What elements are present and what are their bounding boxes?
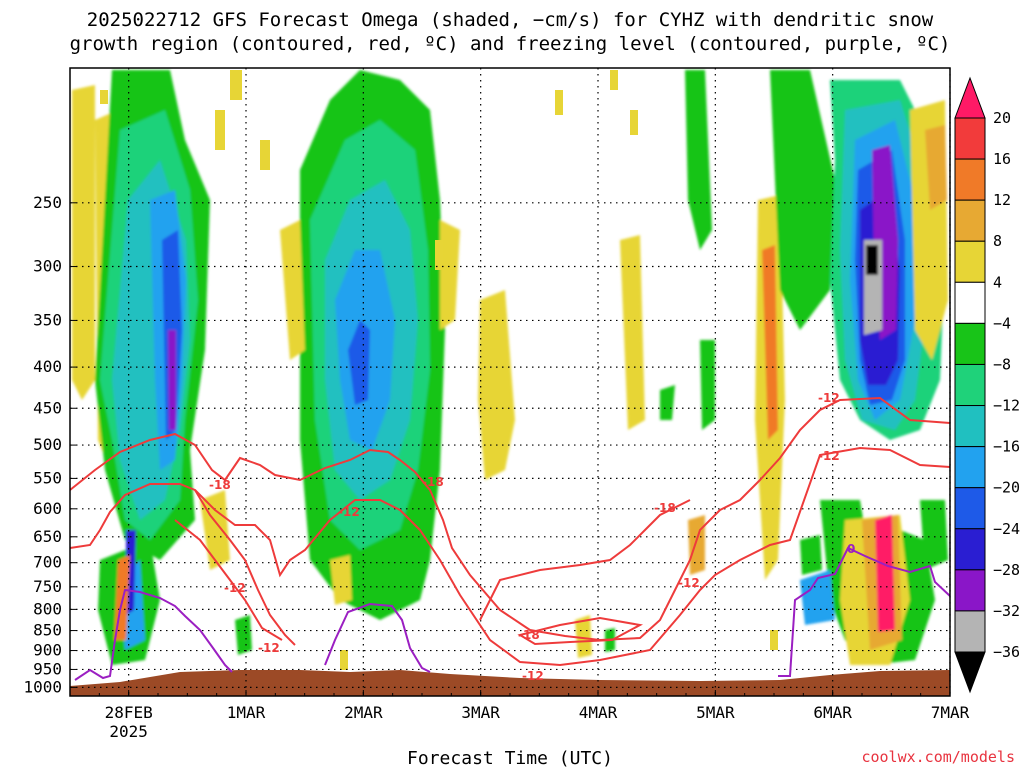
colorbar-band [954,487,986,530]
dsgr-label-8: -12 [678,576,700,590]
omega-shading [72,70,948,670]
dsgr-label-10: -12 [818,391,840,405]
colorbar-band [954,569,986,612]
dsgr-contour-mid [194,446,951,667]
x-tick-label: 28FEB [105,703,153,722]
dsgr-label-6: -12 [522,669,544,683]
credit-text: coolwx.com/models [861,748,1015,766]
omega-region-mar5 [685,70,948,665]
colorbar-label: −12 [993,397,1020,415]
colorbar-label: 4 [993,273,1002,291]
x-axis-label: Forecast Time (UTC) [407,748,613,768]
dsgr-label-1: -18 [209,478,231,492]
colorbar-band [954,158,986,201]
colorbar-band [954,281,986,324]
ground-surface [70,670,950,696]
freezing-level-contours [74,546,951,681]
colorbar-label: 16 [993,150,1011,168]
y-tick-label: 550 [33,468,62,487]
dsgr-labels: -18 -12 -12 -12 -18 -12 -18 -12 -18 -12 … [209,391,840,683]
colorbar-label: 12 [993,191,1011,209]
colorbar-label: −20 [993,479,1020,497]
y-tick-label: 1000 [23,677,62,696]
colorbar-label: −24 [993,520,1020,538]
colorbar-band [954,610,986,653]
colorbar-cap-top [954,76,986,119]
dsgr-label-4: -12 [338,505,360,519]
colorbar-label: −16 [993,438,1020,456]
colorbar-label: −28 [993,561,1020,579]
colorbar-band [954,446,986,489]
y-tick-label: 450 [33,398,62,417]
colorbar-label: −36 [993,643,1020,661]
x-tick-label: 7MAR [931,703,970,722]
y-tick-label: 500 [33,435,62,454]
grid-lines [70,68,951,696]
y-tick-label: 250 [33,193,62,212]
dsgr-label-7: -18 [518,628,540,642]
freezing-level-right [778,546,951,677]
omega-region-mar2 [280,70,460,620]
x-tick-label: 3MAR [461,703,500,722]
x-tick-label: 4MAR [579,703,618,722]
colorbar: 20 16 12 8 4 −4 −8 −12 −16 −20 −24 −28 −32 −36 [954,76,1020,694]
y-tick-label: 950 [33,659,62,678]
dsgr-contour-left-low [174,519,283,641]
omega-yellow-spots [100,70,778,670]
dsgr-contour-upper [69,396,951,642]
x-tick-label: 5MAR [696,703,735,722]
dsgr-label-9: -18 [654,501,676,515]
dsgr-label-11: -12 [818,449,840,463]
colorbar-label: −8 [993,355,1011,373]
chart-title-line1: 2025022712 GFS Forecast Omega (shaded, −… [87,9,934,31]
colorbar-label: −32 [993,602,1020,620]
y-tick-label: 400 [33,357,62,376]
x-tick-sublabel: 2025 [109,722,148,741]
chart-title-line2: growth region (contoured, red, ºC) and f… [70,33,951,55]
colorbar-band [954,405,986,448]
colorbar-label: 20 [993,109,1011,127]
colorbar-band [954,322,986,365]
y-axis: 2503003504004505005506006507007508008509… [23,193,76,696]
y-tick-label: 750 [33,577,62,596]
y-tick-label: 300 [33,257,62,276]
freezing-level-left [74,588,233,681]
x-tick-label: 6MAR [813,703,852,722]
y-tick-label: 800 [33,599,62,618]
colorbar-band [954,528,986,571]
dsgr-label-5: -18 [422,475,444,489]
colorbar-band [954,363,986,407]
freezing-level-label: 0 [847,542,855,556]
x-tick-label: 2MAR [344,703,383,722]
omega-region-feb27 [72,70,252,665]
freezing-level-mid [324,602,431,673]
y-tick-label: 650 [33,527,62,546]
omega-region-mar3 [478,235,675,658]
dsgr-contours [69,396,951,667]
y-tick-label: 350 [33,310,62,329]
dsgr-label-3: -12 [258,641,280,655]
colorbar-band [954,240,986,283]
colorbar-label: 8 [993,232,1002,250]
y-tick-label: 900 [33,641,62,660]
y-tick-label: 700 [33,553,62,572]
y-tick-label: 850 [33,621,62,640]
colorbar-band [954,199,986,242]
colorbar-band [954,117,986,160]
dsgr-contour-low-loop [517,616,644,646]
colorbar-cap-bottom [954,651,986,694]
dsgr-contour-closed [479,499,691,621]
dsgr-label-2: -12 [224,581,246,595]
colorbar-label: −4 [993,314,1011,332]
x-tick-label: 1MAR [227,703,266,722]
y-tick-label: 600 [33,499,62,518]
